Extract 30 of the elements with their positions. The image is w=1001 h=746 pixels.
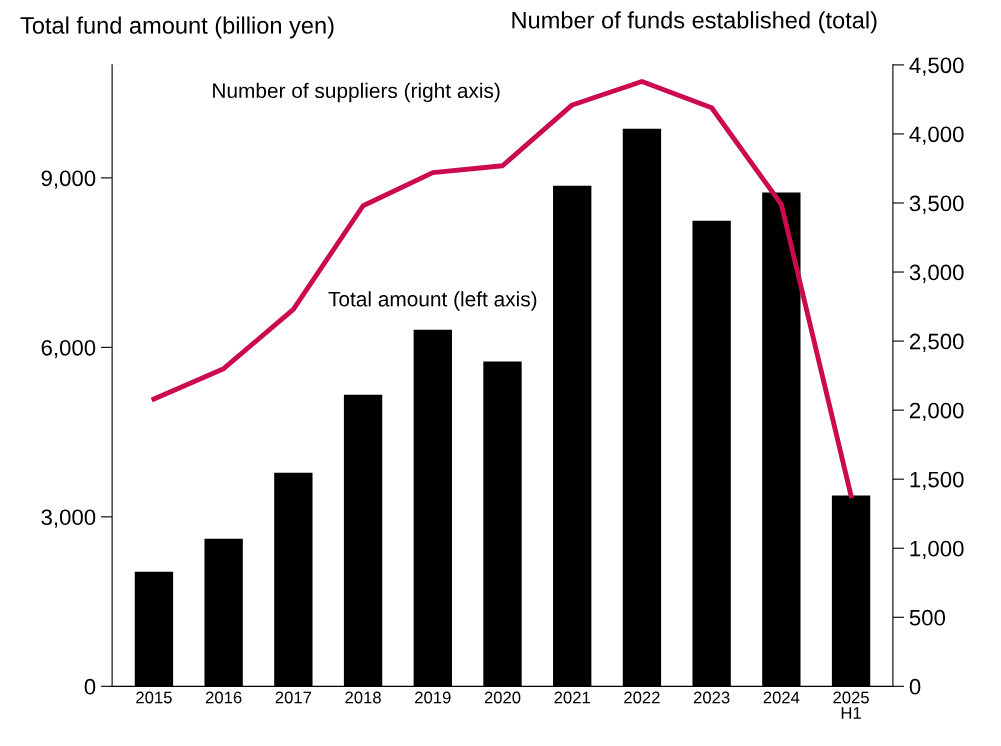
y-tick-label: 9,000 [41, 170, 96, 189]
y2-tick-label: 500 [909, 609, 946, 626]
line-series [151, 79, 854, 499]
x-tick-label: 2020 [484, 691, 521, 704]
y2-tick-label: 2,500 [909, 333, 964, 352]
x-tick-label: 2015 [136, 691, 172, 704]
x-tick-label: 2022 [624, 691, 660, 704]
y2-tick-label: 2,000 [909, 402, 964, 422]
x-tick-label: 2023 [693, 691, 730, 704]
y2-tick-label: 4,000 [909, 126, 964, 145]
x-tick-label: 2019 [415, 691, 451, 704]
y2-tick-label: 1,000 [910, 540, 964, 560]
y2-tick-label: 4,500 [909, 57, 964, 76]
y-axis-title: Total fund amount (billion yen) [20, 16, 334, 39]
y2-tick-label: 0 [909, 678, 921, 695]
x-tick-label: 2021 [554, 691, 590, 704]
x-tick-label: 2024 [763, 691, 800, 704]
y-tick-label: 3,000 [41, 509, 96, 528]
y2-tick-label: 3,500 [909, 195, 964, 214]
y2-tick-label: 3,000 [909, 264, 964, 283]
y2-axis-title: Number of funds established (total) [512, 11, 877, 34]
x-tick-label: 2025 H1 [833, 691, 869, 719]
series-label: Total amount (left axis) [328, 291, 537, 311]
y-tick-label: 6,000 [41, 339, 96, 359]
x-tick-label: 2018 [345, 691, 381, 704]
x-tick-label: 2016 [205, 691, 242, 704]
y-tick-label: 0 [84, 678, 96, 695]
y2-tick-label: 1,500 [910, 471, 964, 491]
text: Number of suppliers (right axis) [213, 82, 500, 103]
x-tick-label: 2017 [275, 691, 312, 704]
